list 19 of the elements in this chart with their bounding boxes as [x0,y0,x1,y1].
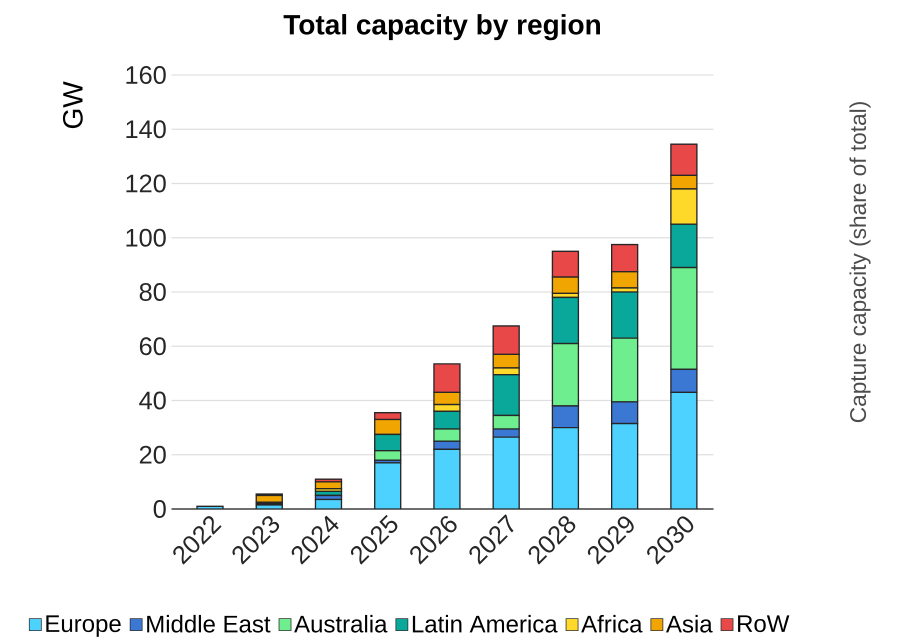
y-tick-label: 40 [139,392,166,410]
y-tick-label: 80 [140,283,166,301]
legend-label: Latin America [412,614,558,633]
legend-label: RoW [738,615,790,632]
legend-label: Middle East [147,614,270,633]
y-tick-label: 100 [126,228,166,247]
legend-label: Asia [666,614,713,633]
legend-label: Europe [46,615,121,637]
chart-title: Total capacity by region [284,14,600,40]
y-axis-title: GW [62,81,83,128]
text: Capture capacity (share of total) [849,102,871,422]
y-tick-label: 20 [140,446,166,464]
y-tick-label: 160 [126,66,166,84]
y-tick-label: 120 [126,174,166,192]
legend-label: Australia [294,614,388,633]
y-tick-label: 140 [126,120,166,138]
y-tick-label: 0 [154,500,166,518]
y-tick-label: 60 [140,337,166,356]
legend-label: Africa [581,614,642,633]
